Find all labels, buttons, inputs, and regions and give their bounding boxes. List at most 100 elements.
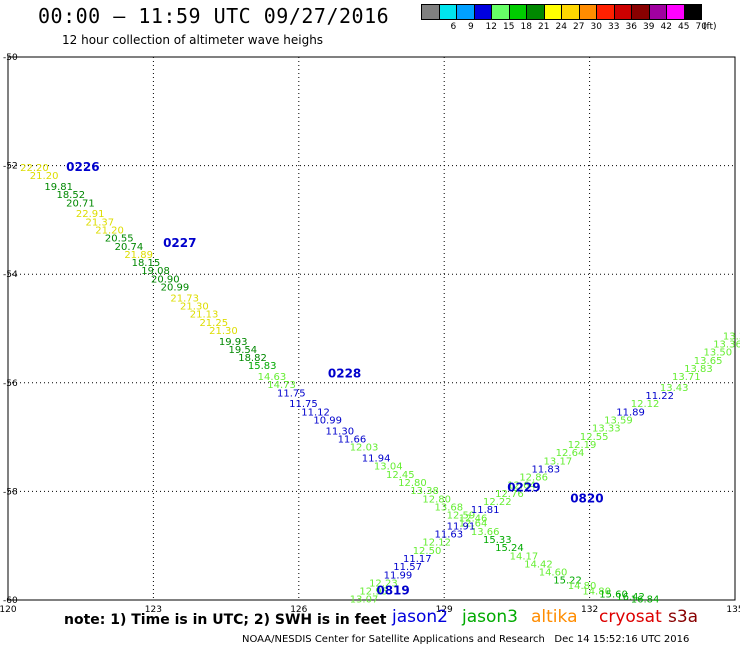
swh-value-label: 12.23 bbox=[369, 578, 398, 589]
x-tick-label: 123 bbox=[145, 605, 162, 615]
color-scale-label: 27 bbox=[573, 22, 585, 32]
swh-value-label: 16.42 bbox=[616, 592, 645, 603]
swh-value-label: 11.89 bbox=[616, 407, 645, 418]
swh-value-label: 12.80 bbox=[398, 478, 427, 489]
swh-value-label: 12.46 bbox=[459, 513, 488, 524]
color-scale-label: 21 bbox=[538, 22, 550, 32]
credit-text: NOAA/NESDIS Center for Satellite Applica… bbox=[242, 634, 545, 645]
color-scale-label: 6 bbox=[450, 22, 457, 32]
color-scale-label: 9 bbox=[468, 22, 474, 32]
swh-value-label: 13.17 bbox=[544, 456, 573, 467]
swh-value-label: 21.73 bbox=[170, 293, 199, 304]
pass-time-label: 0820 bbox=[570, 491, 603, 505]
color-scale-label: 39 bbox=[643, 22, 655, 32]
x-tick-label: 126 bbox=[290, 605, 307, 615]
y-tick-label: -60 bbox=[3, 596, 18, 606]
swh-value-label: 12.80 bbox=[422, 494, 451, 505]
swh-value-label: 11.91 bbox=[447, 521, 476, 532]
swh-value-label: 13.04 bbox=[374, 462, 403, 473]
swh-value-label: 20.90 bbox=[151, 274, 180, 285]
swh-value-label: 13.50 bbox=[703, 348, 732, 359]
swh-value-label: 12.95 bbox=[359, 587, 388, 598]
swh-value-label: 13.59 bbox=[604, 416, 633, 427]
swh-value-label: 16.84 bbox=[631, 595, 660, 606]
swh-value-label: 13.68 bbox=[435, 502, 464, 513]
swh-value-label: 14.73 bbox=[267, 380, 296, 391]
y-tick-label: -56 bbox=[3, 379, 18, 389]
swh-value-label: 18.52 bbox=[56, 190, 85, 201]
swh-value-label: 18.15 bbox=[132, 258, 161, 269]
mission-s3a-label: s3a bbox=[668, 607, 699, 627]
swh-value-label: 22.20 bbox=[20, 163, 49, 174]
swh-value-label: 15.83 bbox=[248, 361, 277, 372]
swh-value-label: 13.66 bbox=[471, 527, 500, 538]
swh-value-label: 11.30 bbox=[325, 426, 354, 437]
color-scale-label: 70 bbox=[695, 22, 707, 32]
swh-value-label: 12.64 bbox=[556, 448, 585, 459]
swh-value-label: 12.86 bbox=[519, 473, 548, 484]
x-tick-label: 135 bbox=[726, 605, 740, 615]
swh-value-label: 11.94 bbox=[362, 454, 391, 465]
swh-value-label: 13.07 bbox=[350, 595, 379, 606]
swh-value-label: 15.33 bbox=[483, 535, 512, 546]
swh-value-label: 15.24 bbox=[495, 543, 524, 554]
swh-value-label: 21.20 bbox=[30, 171, 59, 182]
mission-jason3-label: jason3 bbox=[462, 607, 518, 627]
swh-value-label: 21.30 bbox=[180, 301, 209, 312]
color-scale-label: 36 bbox=[625, 22, 637, 32]
swh-value-label: 12.64 bbox=[459, 519, 488, 530]
swh-value-label: 11.66 bbox=[338, 435, 367, 446]
footnote: note: 1) Time is in UTC; 2) SWH is in fe… bbox=[64, 612, 387, 628]
color-scale-label: 33 bbox=[608, 22, 620, 32]
swh-value-label: 11.17 bbox=[403, 554, 432, 565]
swh-value-label: 15.60 bbox=[599, 589, 628, 600]
swh-value-label: 13.36 bbox=[713, 340, 740, 351]
color-scale-label: 12 bbox=[485, 22, 497, 32]
swh-value-label: 12.12 bbox=[631, 399, 660, 410]
swh-value-label: 10.99 bbox=[313, 416, 342, 427]
pass-time-label: 0229 bbox=[507, 480, 540, 494]
swh-value-label: 18.82 bbox=[238, 353, 267, 364]
pass-time-label: 0226 bbox=[66, 160, 99, 174]
swh-value-label: 14.63 bbox=[258, 372, 287, 383]
swh-value-label: 12.45 bbox=[386, 470, 415, 481]
swh-value-label: 13.83 bbox=[684, 364, 713, 375]
swh-value-label: 12.64 bbox=[507, 481, 536, 492]
swh-value-label: 11.12 bbox=[301, 407, 330, 418]
swh-value-label: 21.25 bbox=[199, 318, 228, 329]
color-scale-label: 24 bbox=[555, 22, 567, 32]
swh-value-label: 11.81 bbox=[471, 505, 500, 516]
swh-value-label: 20.71 bbox=[66, 198, 95, 209]
swh-value-label: 12.22 bbox=[483, 497, 512, 508]
swh-value-label: 14.80 bbox=[582, 587, 611, 598]
chart-subtitle: 12 hour collection of altimeter wave hei… bbox=[62, 33, 324, 47]
pass-time-label: 0228 bbox=[328, 366, 361, 380]
swh-value-label: 13.33 bbox=[592, 424, 621, 435]
swh-value-label: 22.91 bbox=[76, 209, 105, 220]
swh-value-label: 11.75 bbox=[289, 399, 318, 410]
swh-value-label: 12.59 bbox=[447, 511, 476, 522]
y-tick-label: -54 bbox=[3, 270, 18, 280]
swh-value-label: 13.43 bbox=[660, 383, 689, 394]
swh-value-label: 14.60 bbox=[539, 568, 568, 579]
x-tick-label: 129 bbox=[436, 605, 453, 615]
swh-value-label: 13.65 bbox=[694, 356, 723, 367]
color-scale-label: 18 bbox=[520, 22, 532, 32]
color-scale-legend: 6 9 12 15 18 21 24 27 30 33 36 39 42 45 70 (ft) bbox=[421, 4, 731, 34]
swh-value-label: 19.08 bbox=[141, 266, 170, 277]
swh-value-label: 12.55 bbox=[580, 432, 609, 443]
swh-value-label: 11.99 bbox=[384, 570, 413, 581]
swh-value-label: 19.81 bbox=[44, 182, 73, 193]
swh-value-label: 21.89 bbox=[124, 250, 153, 261]
swh-value-label: 13.38 bbox=[410, 486, 439, 497]
color-scale-unit: (ft) bbox=[703, 22, 717, 32]
swh-value-label: 21.37 bbox=[86, 217, 115, 228]
color-scale-label: 15 bbox=[503, 22, 515, 32]
plot-frame bbox=[7, 56, 736, 601]
swh-value-label: 19.93 bbox=[219, 337, 248, 348]
swh-value-label: 20.55 bbox=[105, 234, 134, 245]
y-tick-label: -52 bbox=[3, 162, 18, 172]
swh-value-label: 20.99 bbox=[161, 282, 190, 293]
